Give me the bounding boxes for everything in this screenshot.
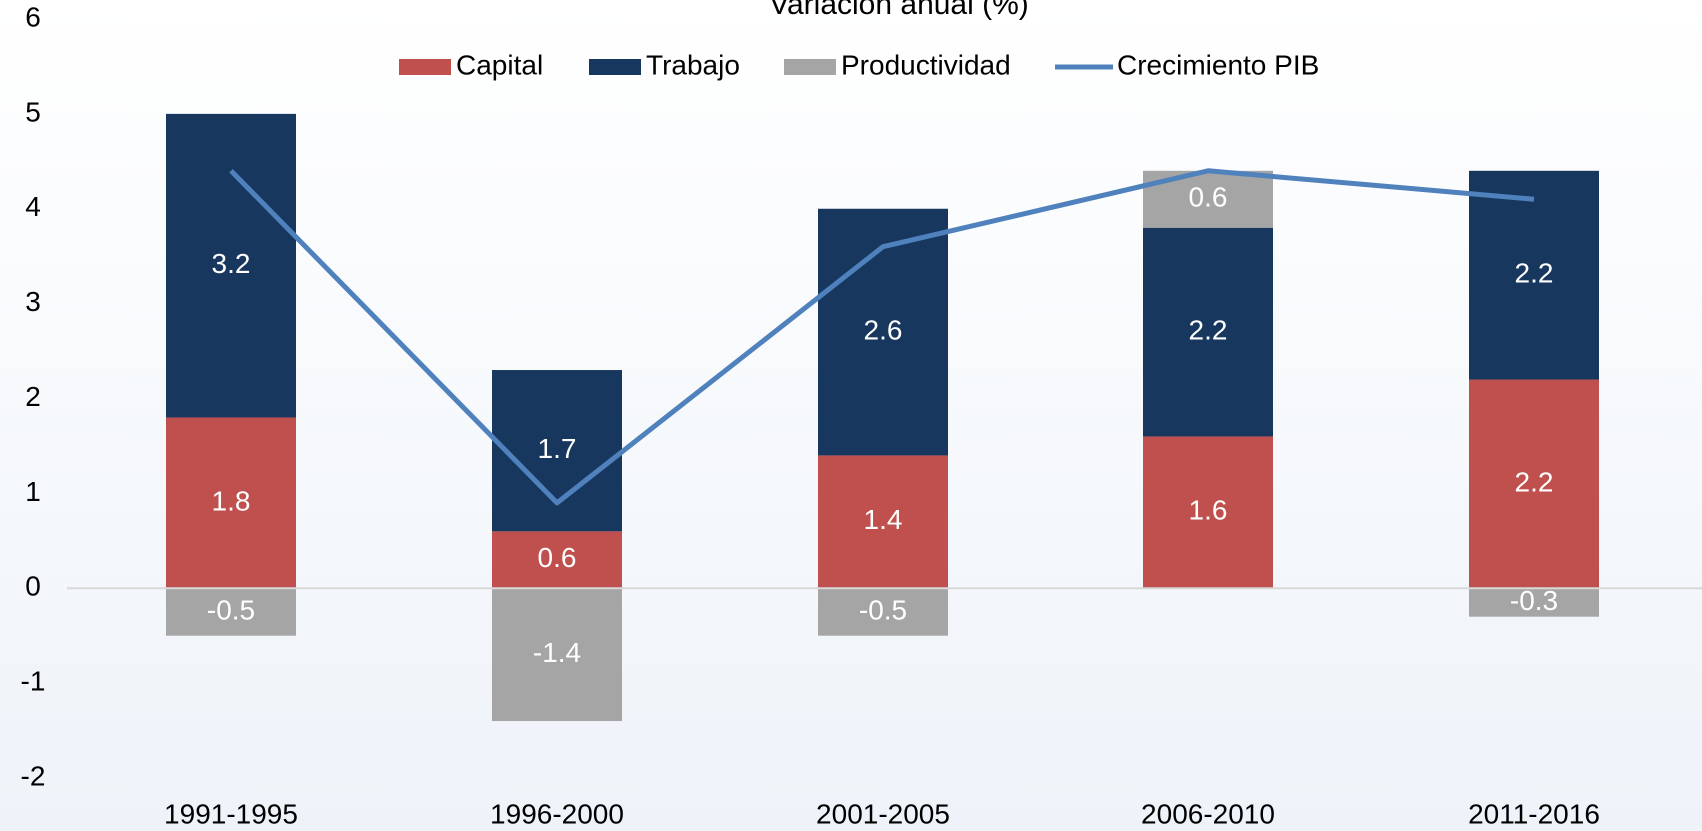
legend-label: Crecimiento PIB xyxy=(1117,49,1319,80)
bar-segment xyxy=(1469,170,1599,380)
data-label: 1.7 xyxy=(538,433,577,464)
legend-label: Trabajo xyxy=(646,49,740,80)
data-label: 0.6 xyxy=(538,542,577,573)
y-tick-label: 4 xyxy=(25,191,41,222)
bar-segment xyxy=(492,531,622,589)
data-label: 2.2 xyxy=(1515,258,1554,289)
data-label: 1.6 xyxy=(1189,495,1228,526)
y-tick-label: 0 xyxy=(25,571,41,602)
legend-label: Productividad xyxy=(841,49,1011,80)
bar-segment xyxy=(166,588,296,636)
legend-label: Capital xyxy=(456,49,543,80)
data-label: 0.6 xyxy=(1189,182,1228,213)
y-tick-label: -2 xyxy=(21,760,46,791)
y-tick-label: 2 xyxy=(25,381,41,412)
bar-segment xyxy=(1469,379,1599,589)
data-label: 1.8 xyxy=(212,485,251,516)
data-label: -0.3 xyxy=(1510,585,1558,616)
bar-segment xyxy=(492,588,622,722)
data-label: 1.4 xyxy=(864,504,903,535)
data-label: 3.2 xyxy=(212,248,251,279)
bar-segment xyxy=(1143,227,1273,437)
bar-segment xyxy=(166,417,296,589)
data-label: -0.5 xyxy=(859,594,907,625)
bar-segment xyxy=(1143,436,1273,589)
x-tick-label: 2001-2005 xyxy=(816,798,950,829)
x-tick-label: 2006-2010 xyxy=(1141,798,1275,829)
legend-swatch xyxy=(589,59,641,75)
y-tick-label: 6 xyxy=(25,1,41,32)
data-label: 2.2 xyxy=(1515,466,1554,497)
legend-swatch xyxy=(399,59,451,75)
y-tick-label: 3 xyxy=(25,286,41,317)
x-tick-label: 1996-2000 xyxy=(490,798,624,829)
data-label: 2.2 xyxy=(1189,314,1228,345)
line-series xyxy=(229,168,1535,506)
x-tick-label: 2011-2016 xyxy=(1468,798,1600,829)
y-tick-label: 5 xyxy=(25,96,41,127)
legend-swatch xyxy=(784,59,836,75)
bar-segment xyxy=(1469,588,1599,617)
data-label: 2.6 xyxy=(864,314,903,345)
bar-segment xyxy=(818,455,948,589)
x-tick-label: 1991-1995 xyxy=(164,798,298,829)
data-label: -0.5 xyxy=(207,594,255,625)
chart-title: Variación anual (%) xyxy=(769,0,1029,21)
bar-segment xyxy=(818,588,948,636)
bar-segment xyxy=(166,113,296,418)
data-label: -1.4 xyxy=(533,637,581,668)
y-tick-label: -1 xyxy=(21,666,46,697)
y-tick-label: 1 xyxy=(25,476,41,507)
